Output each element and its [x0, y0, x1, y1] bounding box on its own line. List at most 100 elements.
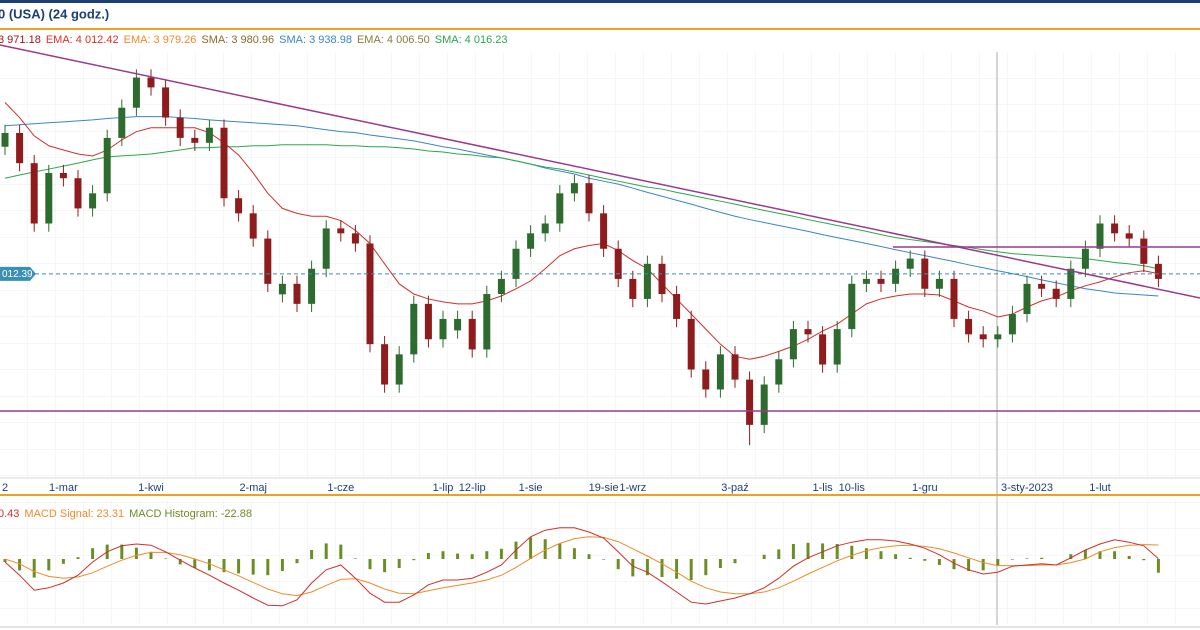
histogram-bar — [1083, 550, 1087, 559]
histogram-bar — [1156, 559, 1160, 573]
candle-body — [994, 334, 1002, 340]
histogram-bar — [631, 559, 635, 577]
candle-body — [1052, 288, 1060, 299]
candle-body — [410, 303, 418, 355]
histogram-bar — [529, 537, 533, 559]
histogram-bar — [777, 549, 781, 559]
histogram-bar — [733, 559, 737, 564]
histogram-bar — [937, 559, 941, 565]
histogram-bar — [718, 559, 722, 568]
legend-entry: MACD Histogram: -22.88 — [129, 508, 252, 520]
candle-body — [614, 248, 622, 279]
candle-body — [1, 132, 9, 147]
macd-grid-background — [0, 500, 1200, 625]
histogram-bar — [587, 554, 591, 559]
candle-body — [848, 283, 856, 330]
candle-body — [45, 172, 53, 224]
histogram-bar — [1127, 556, 1131, 559]
candle-body — [570, 183, 578, 194]
histogram-bar — [602, 559, 606, 560]
x-tick-label: 1-lis — [813, 482, 834, 494]
histogram-bar — [923, 559, 927, 561]
histogram-bar — [149, 551, 153, 559]
histogram-bar — [1113, 551, 1117, 559]
histogram-bar — [32, 559, 36, 578]
candle-body — [862, 278, 870, 284]
histogram-bar — [193, 559, 197, 568]
grid-background — [0, 52, 1200, 478]
x-tick-label: 1-mar — [49, 482, 78, 494]
x-tick-label: 1-lip — [433, 482, 454, 494]
histogram-bar — [762, 554, 766, 559]
candle-body — [74, 178, 82, 209]
candle-body — [454, 318, 462, 331]
histogram-bar — [558, 543, 562, 559]
legend-entry: EMA: 4 006.50 — [357, 34, 430, 46]
candle-body — [877, 278, 885, 284]
x-tick-label: 1-sie — [519, 482, 543, 494]
histogram-bar — [543, 539, 547, 559]
candle-body — [892, 268, 900, 284]
candle-body — [147, 77, 155, 88]
candle-body — [381, 344, 389, 385]
candle-body — [585, 183, 593, 214]
histogram-bar — [835, 544, 839, 559]
candle-body — [351, 233, 359, 244]
histogram-bar — [485, 551, 489, 559]
candle-body — [512, 248, 520, 279]
candle-body — [775, 359, 783, 385]
candle-body — [308, 268, 316, 304]
candle-body — [220, 127, 228, 199]
histogram-bar — [266, 559, 270, 576]
legend-entry: 0.43 — [0, 508, 19, 520]
histogram-bar — [3, 559, 7, 562]
histogram-bar — [879, 551, 883, 559]
histogram-bar — [76, 557, 80, 559]
candle-body — [162, 87, 170, 118]
candle-body — [497, 278, 505, 295]
histogram-bar — [397, 559, 401, 568]
candle-body — [191, 137, 199, 143]
histogram-bar — [368, 559, 372, 570]
candle-body — [789, 329, 797, 360]
histogram-bar — [689, 559, 693, 580]
price-panel: 3 971.18 EMA: 4 012.42 EMA: 3 979.26 SMA: 3… — [0, 34, 1200, 494]
histogram-bar — [1069, 554, 1073, 559]
candle-body — [629, 278, 637, 299]
histogram-bar — [310, 550, 314, 559]
candle-body — [468, 318, 476, 350]
candle-body — [819, 334, 827, 365]
candle-body — [16, 132, 24, 164]
histogram-bar — [821, 543, 825, 559]
candle-body — [1154, 263, 1162, 279]
x-tick-label: 10-lis — [839, 482, 866, 494]
x-tick-label: 1-gru — [912, 482, 938, 494]
macd-line — [4, 527, 1159, 607]
histogram-bar — [675, 559, 679, 579]
histogram-bar — [1142, 559, 1146, 561]
histogram-bar — [383, 559, 387, 573]
candle-body — [337, 228, 345, 234]
histogram-bar — [441, 551, 445, 559]
histogram-bar — [164, 558, 168, 559]
histogram-bar — [572, 548, 576, 559]
histogram-bar — [894, 554, 898, 559]
candle-body — [205, 127, 213, 143]
candle-body — [1023, 283, 1031, 315]
histogram-bar — [18, 559, 22, 571]
candle-body — [643, 263, 651, 299]
histogram-bar — [499, 548, 503, 559]
histogram-bar — [426, 553, 430, 559]
candle-body — [1081, 248, 1089, 269]
chart-title: 0 (USA) (24 godz.) — [0, 6, 109, 21]
histogram-bar — [353, 558, 357, 559]
candle-body — [249, 213, 257, 239]
top-border — [0, 0, 1200, 3]
candle-body — [424, 303, 432, 340]
candle-body — [541, 223, 549, 234]
histogram-bar — [864, 548, 868, 559]
last-price-label: 012.39 — [2, 269, 33, 280]
candle-body — [716, 354, 724, 390]
histogram-bar — [952, 559, 956, 570]
histogram-bar — [1025, 558, 1029, 559]
